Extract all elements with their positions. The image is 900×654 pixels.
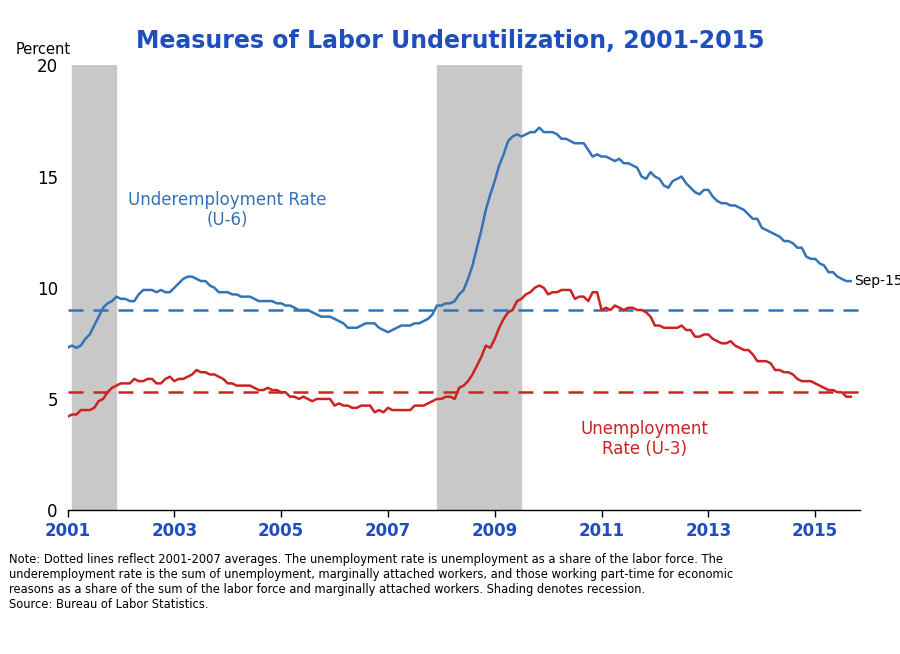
Text: Note: Dotted lines reflect 2001-2007 averages. The unemployment rate is unemploy: Note: Dotted lines reflect 2001-2007 ave… (9, 553, 734, 611)
Text: Underemployment Rate
(U-6): Underemployment Rate (U-6) (129, 190, 327, 230)
Bar (72, 65, 116, 510)
Text: Unemployment
Rate (U-3): Unemployment Rate (U-3) (580, 420, 708, 458)
Text: Percent: Percent (16, 41, 71, 56)
Text: Sep-15: Sep-15 (853, 274, 900, 288)
Text: Measures of Labor Underutilization, 2001-2015: Measures of Labor Underutilization, 2001… (136, 29, 764, 54)
Bar (436, 65, 521, 510)
